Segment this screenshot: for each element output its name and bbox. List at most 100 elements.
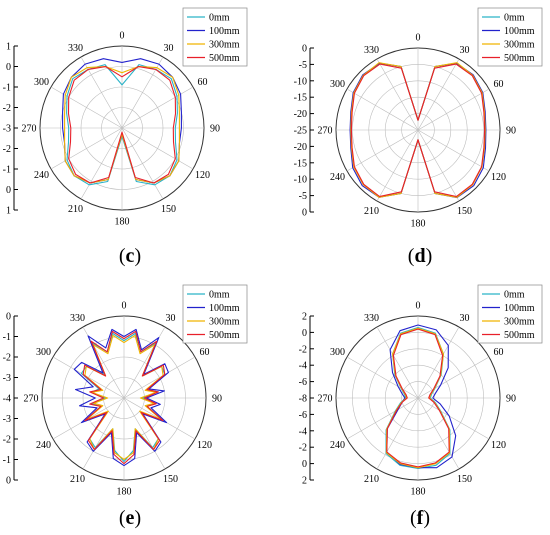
- angle-tick-label: 300: [330, 347, 345, 358]
- legend-label: 0mm: [209, 13, 230, 24]
- legend-label: 0mm: [504, 290, 525, 301]
- polar-grid-d: [335, 47, 501, 213]
- polar-grid-f: [335, 315, 501, 481]
- radial-tick-label: -5: [299, 191, 307, 202]
- angle-tick-label: 120: [491, 172, 506, 183]
- caption-d: (d): [408, 245, 432, 267]
- radial-tick-label: -1: [3, 83, 11, 94]
- grid-spoke: [50, 127, 123, 170]
- grid-spoke: [346, 88, 419, 131]
- series-line-100mm: [73, 328, 169, 467]
- caption-letter-e: e: [126, 507, 135, 529]
- legend-label: 100mm: [504, 303, 535, 314]
- radial-tick-label: -1: [3, 455, 11, 466]
- radial-tick-label: -20: [294, 142, 307, 153]
- caption-f: (f): [410, 507, 430, 529]
- radial-tick-label: -1: [3, 332, 11, 343]
- radial-tick-label: 0: [6, 312, 11, 323]
- angle-tick-label: 30: [460, 313, 470, 324]
- grid-spoke: [417, 356, 490, 399]
- angle-tick-label: 0: [120, 31, 125, 42]
- radial-tick-label: -10: [294, 175, 307, 186]
- radial-tick-label: 1: [6, 42, 11, 53]
- legend-label: 500mm: [209, 330, 240, 341]
- radial-tick-label: -6: [299, 377, 307, 388]
- angle-tick-label: 60: [494, 347, 504, 358]
- angle-tick-label: 330: [68, 43, 83, 54]
- radial-tick-label: 1: [6, 206, 11, 217]
- radial-tick-label: -2: [299, 443, 307, 454]
- angle-tick-label: 120: [195, 170, 210, 181]
- legend-label: 100mm: [209, 26, 240, 37]
- legend-label: 0mm: [504, 13, 525, 24]
- angle-tick-label: 90: [212, 394, 222, 405]
- angle-tick-label: 150: [163, 474, 178, 485]
- radial-tick-label: -2: [299, 344, 307, 355]
- grid-spoke: [346, 129, 419, 172]
- radial-axis-d: 0 -5 -10 -15 -20 -25 -20 -15 -10 -5 0: [294, 44, 314, 219]
- caption-letter-d: d: [414, 245, 425, 267]
- angle-tick-label: 330: [70, 313, 85, 324]
- series-e: [73, 328, 169, 467]
- legend-d: 0mm 100mm 300mm 500mm: [477, 7, 543, 67]
- legend-label: 300mm: [504, 317, 535, 328]
- grid-spoke: [417, 397, 490, 440]
- angle-tick-label: 0: [416, 301, 421, 312]
- legend-label: 500mm: [504, 330, 535, 341]
- radial-tick-label: -15: [294, 158, 307, 169]
- grid-spoke: [417, 326, 460, 399]
- radial-tick-label: -20: [294, 109, 307, 120]
- angle-tick-label: 210: [70, 474, 85, 485]
- polar-grid-e: [41, 315, 207, 481]
- caption-e: (e): [119, 507, 141, 529]
- angle-tick-label: 210: [68, 204, 83, 215]
- angle-tick-label: 240: [330, 440, 345, 451]
- angle-tick-label: 240: [330, 172, 345, 183]
- radial-tick-label: -3: [3, 373, 11, 384]
- angle-tick-label: 30: [164, 43, 174, 54]
- series-line-500mm: [67, 66, 177, 184]
- radial-tick-label: -2: [3, 435, 11, 446]
- angle-tick-label: 300: [330, 79, 345, 90]
- caption-c: (c): [119, 245, 141, 267]
- angle-tick-label: 60: [200, 347, 210, 358]
- caption-letter-f: f: [417, 507, 424, 529]
- angle-ticks-f: 0 30 60 90 120 150 180 210 240 270 300 330: [318, 301, 517, 498]
- angle-ticks-d: 0 30 60 90 120 150 180 210 240 270 300 330: [318, 33, 517, 230]
- angle-tick-label: 120: [491, 440, 506, 451]
- radial-tick-label: -4: [3, 394, 11, 405]
- angle-ticks-c: 0 30 60 90 120 150 180 210 240 270 300 330: [22, 31, 221, 228]
- radial-tick-label: -6: [299, 410, 307, 421]
- grid-spoke: [121, 127, 194, 170]
- grid-spoke: [121, 56, 164, 129]
- grid-spoke: [121, 127, 164, 200]
- legend-e: 0mm 100mm 300mm 500mm: [182, 284, 248, 344]
- legend-label: 300mm: [209, 317, 240, 328]
- legend-label: 300mm: [209, 40, 240, 51]
- legend-box: [182, 7, 248, 67]
- radial-tick-label: 0: [6, 185, 11, 196]
- radial-tick-label: 0: [302, 328, 307, 339]
- legend-label: 500mm: [209, 53, 240, 64]
- radial-tick-label: 0: [302, 459, 307, 470]
- radial-axis-e: 0 -1 -2 -3 -4 -3 -2 -1 0: [3, 312, 18, 487]
- radial-tick-label: -25: [294, 126, 307, 137]
- angle-tick-label: 330: [364, 45, 379, 56]
- legend-box: [477, 284, 543, 344]
- angle-tick-label: 210: [364, 474, 379, 485]
- grid-spoke: [52, 356, 125, 399]
- legend-label: 100mm: [209, 303, 240, 314]
- grid-spoke: [346, 397, 419, 440]
- angle-tick-label: 120: [197, 440, 212, 451]
- grid-spoke: [417, 129, 490, 172]
- radial-tick-label: -3: [3, 124, 11, 135]
- angle-tick-label: 90: [210, 124, 220, 135]
- panel-c: 1 0 -1 -2 -3 -2 -1 0 1 0 30 60 90 120 150 180 210 240 270…: [3, 7, 248, 267]
- radial-axis-f: 2 0 -2 -4 -6 -8 -6 -4 -2 0 2: [299, 312, 314, 487]
- grid-spoke: [376, 326, 419, 399]
- grid-spoke: [376, 397, 419, 470]
- radial-tick-label: 2: [302, 312, 307, 323]
- radial-tick-label: -8: [299, 394, 307, 405]
- radial-axis-c: 1 0 -1 -2 -3 -2 -1 0 1: [3, 42, 18, 217]
- angle-tick-label: 270: [24, 394, 39, 405]
